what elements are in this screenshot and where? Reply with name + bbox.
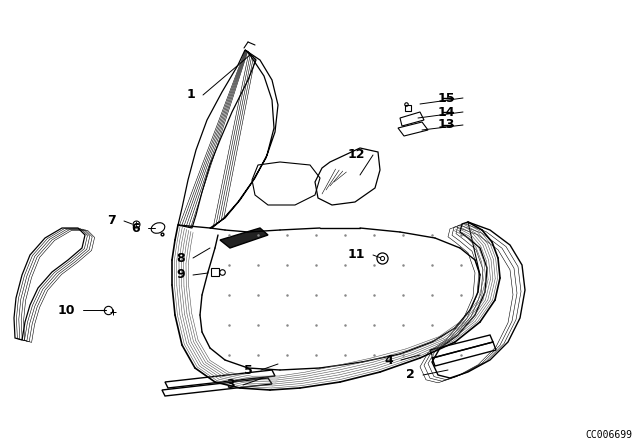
Text: 10: 10 <box>58 303 75 316</box>
Text: 9: 9 <box>177 268 185 281</box>
Text: 14: 14 <box>438 105 455 119</box>
Text: 7: 7 <box>108 215 116 228</box>
Text: 8: 8 <box>177 251 185 264</box>
Text: 15: 15 <box>438 91 455 104</box>
Text: 11: 11 <box>348 249 365 262</box>
Text: 4: 4 <box>384 353 393 366</box>
Text: CC006699: CC006699 <box>585 430 632 440</box>
Polygon shape <box>220 228 268 248</box>
Text: 3: 3 <box>227 379 235 392</box>
Text: 2: 2 <box>406 369 415 382</box>
Text: 5: 5 <box>244 363 253 376</box>
Text: 13: 13 <box>438 119 455 132</box>
Text: 1: 1 <box>186 89 195 102</box>
Text: 6: 6 <box>131 221 140 234</box>
Text: 12: 12 <box>348 148 365 161</box>
